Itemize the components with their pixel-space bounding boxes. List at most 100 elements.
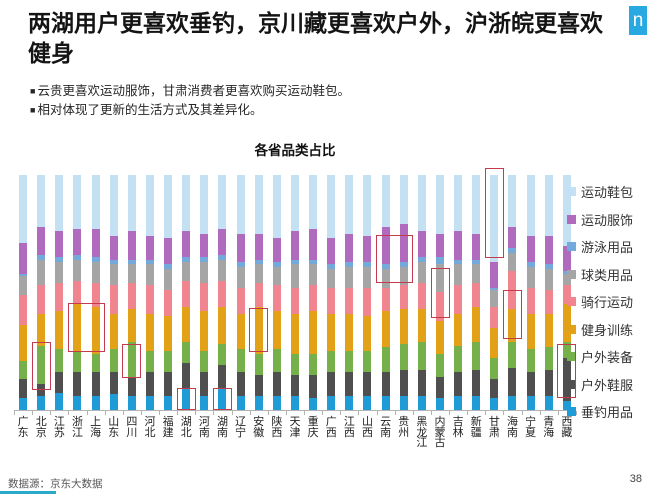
bar-segment-健身训练 bbox=[182, 306, 191, 342]
axis-tick bbox=[32, 411, 34, 415]
x-label-char: 山 bbox=[361, 416, 373, 428]
stacked-bar bbox=[19, 175, 28, 410]
bar-segment-运动鞋包 bbox=[435, 175, 444, 234]
bar-segment-户外装备 bbox=[91, 353, 100, 373]
bar-segment-健身训练 bbox=[127, 308, 136, 342]
bullet-text: 云贵更喜欢运动服饰，甘肃消费者更喜欢购买运动鞋包。 bbox=[37, 84, 350, 98]
bar-segment-骑行运动 bbox=[37, 285, 46, 314]
bar-segment-户外鞋服 bbox=[109, 372, 118, 394]
bar-segment-户外鞋服 bbox=[327, 372, 336, 396]
bar-segment-户外鞋服 bbox=[182, 362, 191, 389]
bar-segment-运动鞋包 bbox=[490, 175, 499, 262]
bar-segment-游泳用品 bbox=[164, 264, 173, 269]
legend-item-垂钓用品: 垂钓用品 bbox=[567, 398, 633, 426]
x-label-char: 江 bbox=[416, 437, 428, 449]
axis-tick bbox=[485, 411, 487, 415]
axis-tick bbox=[122, 411, 124, 415]
legend-item-健身训练: 健身训练 bbox=[567, 316, 633, 344]
bar-segment-骑行运动 bbox=[145, 285, 154, 314]
legend-label: 球类用品 bbox=[581, 267, 634, 283]
bar-segment-运动鞋包 bbox=[127, 175, 136, 232]
legend-swatch-icon bbox=[567, 324, 576, 334]
x-label-宁夏: 宁夏 bbox=[522, 417, 540, 449]
bar-segment-球类用品 bbox=[254, 264, 263, 284]
x-label-char: 四 bbox=[126, 416, 138, 428]
bar-segment-运动服饰 bbox=[73, 229, 82, 255]
chart-title: 各省品类占比 bbox=[254, 143, 336, 158]
axis-tick bbox=[86, 411, 88, 415]
stacked-bar bbox=[218, 175, 227, 410]
bar-segment-户外装备 bbox=[526, 348, 535, 373]
x-label-北京: 北京 bbox=[32, 417, 50, 449]
highlight-box-湖南 bbox=[212, 387, 232, 410]
bar-segment-骑行运动 bbox=[309, 285, 318, 312]
bar-segment-游泳用品 bbox=[73, 254, 82, 260]
bar-segment-运动服饰 bbox=[435, 233, 444, 258]
bar-segment-健身训练 bbox=[562, 304, 571, 342]
bar-segment-运动服饰 bbox=[55, 231, 64, 258]
bar-segment-户外鞋服 bbox=[472, 370, 481, 396]
bar-segment-垂钓用品 bbox=[309, 398, 318, 410]
x-label-char: 川 bbox=[126, 426, 138, 439]
axis-tick bbox=[14, 411, 15, 415]
bar-column-山西 bbox=[358, 175, 376, 410]
x-label-char: 蒙 bbox=[434, 426, 446, 439]
bar-segment-球类用品 bbox=[145, 264, 154, 286]
bar-column-重庆 bbox=[304, 175, 322, 410]
bar-segment-户外装备 bbox=[345, 351, 354, 373]
bar-segment-户外装备 bbox=[435, 353, 444, 378]
bar-segment-游泳用品 bbox=[544, 264, 553, 269]
bar-segment-户外鞋服 bbox=[127, 377, 136, 396]
page-title: 两湖用户更喜欢垂钓，京川藏更喜欢户外，沪浙皖更喜欢健身 bbox=[28, 10, 603, 66]
bar-segment-运动鞋包 bbox=[290, 175, 299, 232]
bar-segment-球类用品 bbox=[218, 259, 227, 281]
bullet-marker: ■ bbox=[30, 86, 36, 96]
highlight-box-北京 bbox=[31, 341, 51, 391]
x-label-char: 西 bbox=[271, 426, 283, 439]
stacked-bar bbox=[399, 175, 408, 410]
axis-tick bbox=[394, 411, 396, 415]
bar-segment-户外装备 bbox=[109, 348, 118, 373]
bar-segment-运动服饰 bbox=[562, 245, 571, 272]
bar-segment-户外装备 bbox=[55, 348, 64, 373]
bar-segment-骑行运动 bbox=[345, 287, 354, 314]
bar-segment-骑行运动 bbox=[381, 287, 390, 312]
axis-tick bbox=[430, 411, 432, 415]
bar-segment-运动服饰 bbox=[272, 238, 281, 262]
x-label-char: 疆 bbox=[470, 426, 482, 439]
bar-column-河北 bbox=[141, 175, 159, 410]
x-label-char: 西 bbox=[325, 426, 337, 439]
bar-segment-运动服饰 bbox=[164, 238, 173, 265]
x-label-新疆: 新疆 bbox=[467, 417, 485, 449]
bar-segment-球类用品 bbox=[381, 268, 390, 288]
bar-segment-游泳用品 bbox=[37, 254, 46, 260]
x-label-char: 南 bbox=[506, 426, 518, 439]
x-label-云南: 云南 bbox=[377, 417, 395, 449]
x-label-西藏: 西藏 bbox=[558, 417, 576, 449]
bar-segment-垂钓用品 bbox=[37, 395, 46, 410]
stacked-bar bbox=[363, 175, 372, 410]
bar-column-江西 bbox=[340, 175, 358, 410]
bar-segment-骑行运动 bbox=[327, 287, 336, 314]
x-label-山西: 山西 bbox=[358, 417, 376, 449]
bullet-item: ■ 相对体现了更新的生活方式及其差异化。 bbox=[30, 101, 590, 120]
legend-swatch-icon bbox=[567, 187, 576, 197]
bar-column-河南 bbox=[195, 175, 213, 410]
x-label-char: 西 bbox=[561, 416, 573, 428]
bar-segment-户外装备 bbox=[363, 351, 372, 373]
x-label-char: 内 bbox=[434, 416, 446, 428]
bar-segment-户外鞋服 bbox=[218, 365, 227, 389]
x-label-贵州: 贵州 bbox=[395, 417, 413, 449]
axis-tick bbox=[340, 411, 342, 415]
x-label-char: 天 bbox=[289, 416, 301, 428]
x-label-char: 湖 bbox=[216, 416, 228, 428]
bar-segment-球类用品 bbox=[544, 268, 553, 291]
legend-item-户外鞋服: 户外鞋服 bbox=[567, 371, 633, 399]
x-label-上海: 上海 bbox=[87, 417, 105, 449]
chart-legend: 运动鞋包 运动服饰 游泳用品 球类用品 骑行运动 健身训练 户外装备 户外鞋服 垂钓用品 bbox=[567, 178, 633, 426]
bar-segment-健身训练 bbox=[309, 311, 318, 354]
bar-segment-骑行运动 bbox=[472, 283, 481, 307]
bar-segment-运动鞋包 bbox=[345, 175, 354, 234]
bar-segment-健身训练 bbox=[73, 304, 82, 352]
bar-segment-垂钓用品 bbox=[200, 395, 209, 410]
